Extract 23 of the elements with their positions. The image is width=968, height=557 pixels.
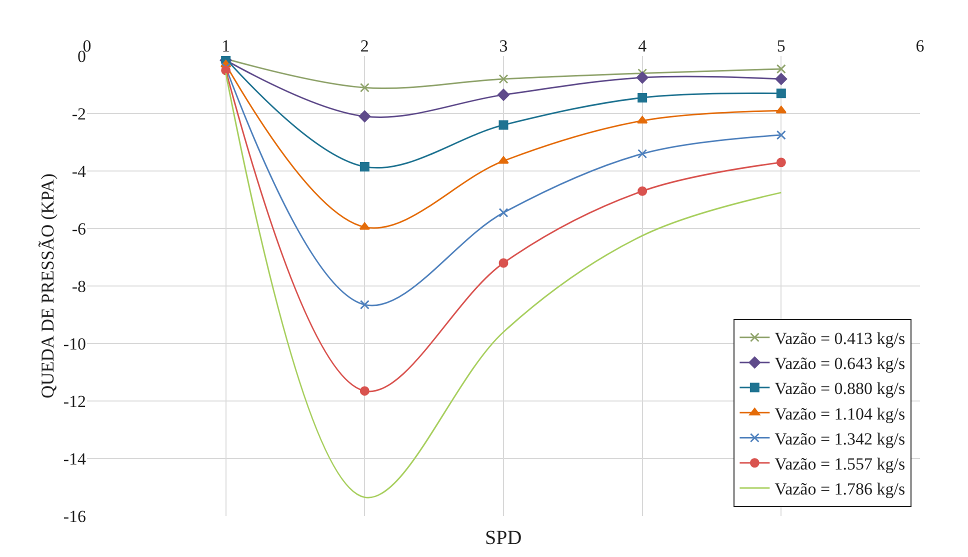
y-tick-label: -4 <box>72 162 86 181</box>
y-tick-label: -6 <box>72 219 86 238</box>
x-tick-label: 5 <box>776 36 786 56</box>
legend-label: Vazão = 0.880 kg/s <box>774 379 906 398</box>
y-tick-label: -16 <box>63 506 86 526</box>
legend-label: Vazão = 0.413 kg/s <box>774 328 906 348</box>
x-tick-label: 3 <box>499 36 508 56</box>
y-axis-title: QUEDA DE PRESSÃO (KPA) <box>38 174 58 398</box>
x-tick-label: 2 <box>360 36 369 56</box>
y-tick-label: -10 <box>63 334 86 354</box>
legend-label: Vazão = 0.643 kg/s <box>774 354 906 374</box>
y-tick-label: -2 <box>72 104 86 124</box>
legend-label: Vazão = 1.786 kg/s <box>774 480 906 499</box>
y-tick-label: -14 <box>63 449 86 468</box>
y-tick-label: -12 <box>63 392 86 411</box>
y-tick-label: -8 <box>72 276 86 296</box>
x-tick-label: 1 <box>222 36 230 56</box>
x-axis-title: SPD <box>485 527 522 549</box>
x-tick-label: 6 <box>916 36 924 56</box>
legend-label: Vazão = 1.557 kg/s <box>774 454 906 474</box>
legend-label: Vazão = 1.342 kg/s <box>774 429 906 448</box>
legend-label: Vazão = 1.104 kg/s <box>774 404 906 424</box>
x-tick-label: 4 <box>638 36 648 56</box>
